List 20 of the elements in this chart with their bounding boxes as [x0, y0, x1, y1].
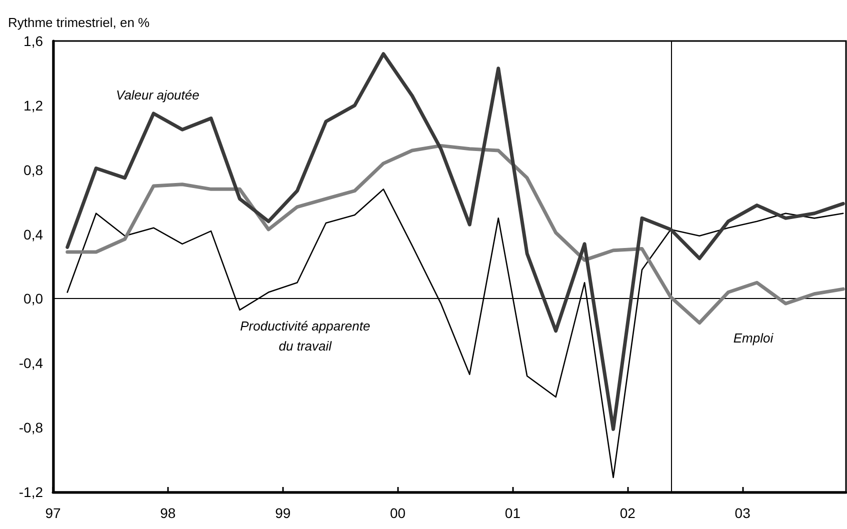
series-label: Productivité apparente du travail [240, 318, 370, 354]
y-tick-label: 1,2 [24, 97, 44, 114]
x-tick-label: 97 [45, 505, 61, 521]
y-tick-label: 0,4 [24, 226, 44, 242]
x-tick-label: 01 [504, 505, 521, 521]
x-tick-label: 02 [620, 505, 636, 521]
y-axis-title: Rythme trimestriel, en % [8, 15, 150, 30]
x-tick-label: 00 [390, 505, 406, 521]
x-tick-label: 98 [160, 505, 176, 521]
line-series [66, 52, 845, 431]
y-tick-label: 0,8 [24, 162, 44, 178]
series-label: Valeur ajoutée [116, 88, 200, 103]
y-tick-label: -0,4 [18, 355, 44, 372]
y-tick-label: -0,8 [18, 420, 44, 436]
y-tick-label: 0,0 [24, 290, 44, 307]
x-tick-label: 03 [734, 505, 751, 521]
x-tick-label: 99 [275, 505, 291, 521]
y-tick-label: 1,6 [24, 33, 44, 49]
y-tick-label: -1,2 [18, 484, 44, 500]
text: Emploi [733, 330, 774, 346]
